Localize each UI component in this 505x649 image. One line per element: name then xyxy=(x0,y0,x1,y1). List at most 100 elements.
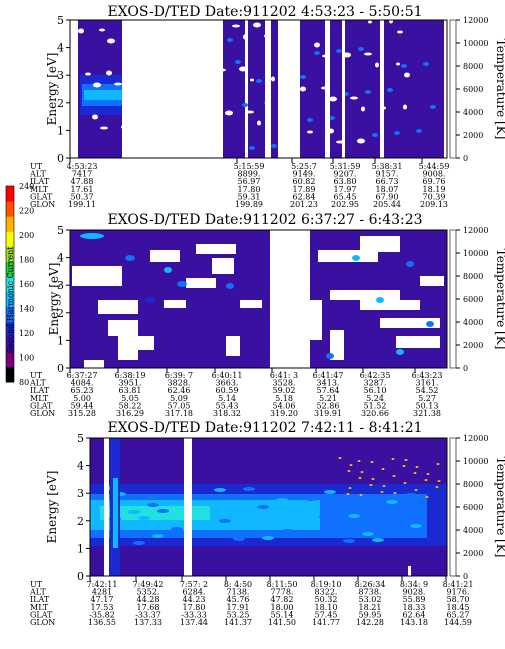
heat-dot xyxy=(371,478,375,480)
temperature-tick-label: 0 xyxy=(463,154,468,163)
panel-2-temperature-strip xyxy=(449,229,457,369)
orbit-table-cell: 6284. xyxy=(183,588,206,597)
data-gap xyxy=(250,78,254,82)
orbit-table-cell: 52.86 xyxy=(317,401,340,410)
heat-blob xyxy=(138,516,150,520)
heat-dot xyxy=(403,482,407,484)
orbit-table-cell: 62.46 xyxy=(168,386,191,395)
orbit-table-cell: 5.21 xyxy=(319,394,337,403)
data-gap xyxy=(364,52,372,56)
heat-blob xyxy=(157,509,169,513)
heat-blob xyxy=(307,118,313,122)
heat-blob xyxy=(336,49,342,53)
heat-blob xyxy=(387,88,393,92)
orbit-table-cell: 5.18 xyxy=(275,394,293,403)
panel-3-title: EXOS-D/TED Date:911202 7:42:11 - 8:41:21 xyxy=(107,420,422,436)
orbit-table-cell: 47.17 xyxy=(91,595,114,604)
data-gap xyxy=(239,66,247,72)
orbit-table-cell: 6:38:19 xyxy=(115,371,146,380)
data-gap xyxy=(243,34,247,40)
heat-blob xyxy=(128,510,140,514)
orbit-table-cell: 5.24 xyxy=(366,394,384,403)
data-gap xyxy=(99,28,105,32)
heat-dot xyxy=(413,472,417,474)
orbit-table-cell: 67.90 xyxy=(376,192,399,201)
orbit-table-cell: 65.45 xyxy=(334,192,357,201)
temperature-tick-label: 10000 xyxy=(463,457,488,466)
heat-blob xyxy=(190,520,202,524)
panel-2-heatmap xyxy=(72,230,444,368)
orbit-table-cell: 62.64 xyxy=(403,610,426,619)
colorbar-swatch xyxy=(6,276,14,293)
orbit-table-cell: 201.23 xyxy=(290,200,318,209)
data-gap xyxy=(107,38,115,44)
colorbar: 80 100 120 140 160 180 200 220 240 Second Harmon… xyxy=(5,182,34,387)
orbit-table-cell: 69.76 xyxy=(423,177,446,186)
panel-3: EXOS-D/TED Date:911202 7:42:11 - 8:41:21… xyxy=(29,420,505,627)
colorbar-tick-label: 180 xyxy=(19,256,34,265)
orbit-table-cell: 7778. xyxy=(271,588,294,597)
orbit-table-cell: 6:41:47 xyxy=(313,371,344,380)
energy-tick-label: 0 xyxy=(77,570,84,583)
data-gap xyxy=(329,96,337,102)
heat-dot xyxy=(369,484,373,486)
orbit-table-cell: 53.02 xyxy=(359,595,382,604)
data-gap xyxy=(196,244,236,254)
data-gap xyxy=(85,72,91,76)
temperature-tick-label: 10000 xyxy=(463,39,488,48)
orbit-table-cell: 7138. xyxy=(227,588,250,597)
data-gap xyxy=(420,276,444,286)
data-gap xyxy=(380,20,384,158)
orbit-table-cell: 5:38:31 xyxy=(372,162,403,171)
colorbar-swatch xyxy=(6,306,14,323)
orbit-table-cell: 56.10 xyxy=(364,386,387,395)
orbit-table-cell: 59.44 xyxy=(71,401,94,410)
heat-blob xyxy=(262,536,274,540)
heat-blob xyxy=(329,116,335,120)
heat-dot xyxy=(347,470,351,472)
orbit-table-cell: 3413. xyxy=(317,379,340,388)
orbit-table-cell: -33.33 xyxy=(181,610,207,619)
panel-1-ylabel: Energy [eV] xyxy=(45,53,59,126)
panel-3-frame xyxy=(89,437,448,577)
heat-dot xyxy=(338,457,342,459)
temperature-tick-label: 8000 xyxy=(463,272,483,281)
data-gap xyxy=(270,230,310,368)
panel-1-y2label: Temperature [K] xyxy=(494,39,505,140)
data-gap xyxy=(186,278,216,288)
heat-blob xyxy=(329,521,341,525)
colorbar-swatch xyxy=(6,351,14,368)
orbit-table-cell: 143.18 xyxy=(400,618,428,627)
heat-blob xyxy=(396,349,404,355)
orbit-table-cell: 5:31:59 xyxy=(330,162,361,171)
orbit-table-cell: 136.55 xyxy=(88,618,116,627)
colorbar-swatch xyxy=(6,231,14,247)
colorbar-swatch xyxy=(6,366,14,383)
orbit-table-cell: 5.05 xyxy=(121,394,139,403)
temperature-tick-label: 2000 xyxy=(463,549,483,558)
data-gap xyxy=(150,250,180,262)
heat-blob xyxy=(391,531,403,535)
orbit-table-cell: 59.02 xyxy=(273,386,296,395)
panel-2-y2label: Temperature [K] xyxy=(494,249,505,350)
heat-blob xyxy=(358,47,364,51)
orbit-table-cell: 6:43:23 xyxy=(412,371,443,380)
heat-dot xyxy=(346,493,350,495)
temperature-tick-label: 8000 xyxy=(463,480,483,489)
orbit-table-cell: 202.95 xyxy=(331,200,359,209)
temperature-tick-label: 4000 xyxy=(463,108,483,117)
panel-3-right-axis: 0 2000 4000 6000 8000 10000 12000 xyxy=(456,434,488,581)
orbit-row-label: ILAT xyxy=(30,595,50,604)
orbit-table-cell: 8: 4:50 xyxy=(224,580,252,589)
orbit-table-cell: 141.77 xyxy=(312,618,340,627)
temperature-tick-label: 0 xyxy=(463,364,468,373)
heat-dot xyxy=(348,487,352,489)
heat-dot xyxy=(414,489,418,491)
heat-blob xyxy=(233,537,245,541)
heat-blob xyxy=(195,495,207,499)
energy-tick-label: 3 xyxy=(57,69,64,82)
heat-dot xyxy=(391,458,395,460)
heat-blob xyxy=(147,503,159,507)
